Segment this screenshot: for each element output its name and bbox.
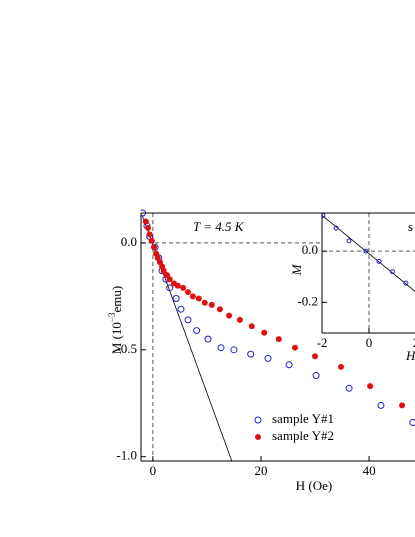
x-tick-label: 40 (363, 463, 376, 478)
point (264, 354, 272, 362)
point (226, 312, 233, 319)
point (195, 295, 202, 302)
y-label-main: M (10 (109, 322, 124, 354)
inset-x-label: H (405, 348, 415, 363)
point (172, 295, 180, 303)
point (333, 225, 339, 231)
point (180, 284, 187, 291)
point (292, 344, 299, 351)
point (146, 231, 153, 238)
point (184, 316, 192, 324)
annotation: T = 4.5 K (193, 219, 245, 234)
inset-y-label: M (289, 263, 304, 276)
y-tick-label: -1.0 (116, 448, 137, 463)
point (236, 316, 243, 323)
y-tick-label: -0.2 (297, 293, 318, 308)
point (399, 402, 406, 409)
y-tick-label: 0.0 (121, 234, 137, 249)
point (174, 282, 181, 289)
y-tick-label: -0.5 (116, 341, 137, 356)
point (216, 306, 223, 313)
point (193, 327, 201, 335)
point (217, 344, 225, 352)
point (208, 301, 215, 308)
point (403, 280, 409, 286)
point (145, 224, 152, 231)
point (150, 244, 157, 251)
point (389, 269, 395, 275)
point (177, 305, 185, 313)
point (160, 267, 167, 274)
point (337, 363, 344, 370)
legend-label: sample Y#1 (272, 411, 334, 426)
point (345, 384, 353, 392)
inset-text: s (408, 219, 413, 234)
y-label-unit: emu) (109, 286, 124, 313)
x-tick-label: 0 (366, 335, 373, 350)
y-tick-label: 0.0 (302, 242, 318, 257)
y-axis-label: M (10−3emu) (107, 286, 124, 354)
point (261, 329, 268, 336)
legend-label: sample Y#2 (272, 428, 334, 443)
point (166, 284, 174, 292)
legend-marker (254, 416, 262, 424)
point (142, 218, 149, 225)
point (166, 276, 173, 283)
point (312, 371, 320, 379)
x-axis-label: H (Oe) (296, 478, 332, 493)
x-tick-label: 0 (150, 463, 157, 478)
point (230, 346, 238, 354)
point (376, 258, 382, 264)
point (285, 361, 293, 369)
point (185, 289, 192, 296)
point (377, 401, 385, 409)
point (248, 323, 255, 330)
point (346, 238, 352, 244)
point (204, 335, 212, 343)
point (247, 350, 255, 358)
point (189, 293, 196, 300)
plot-area (141, 209, 415, 462)
x-tick-label: -2 (317, 335, 328, 350)
point (163, 272, 170, 278)
point (312, 353, 319, 360)
point (148, 237, 155, 244)
y-label-sup: −3 (107, 312, 117, 322)
point (409, 419, 415, 427)
plot-area (322, 212, 415, 333)
x-tick-label: 20 (254, 463, 267, 478)
point (363, 248, 369, 254)
point (275, 336, 282, 343)
point (201, 299, 208, 306)
fit-line (322, 214, 415, 292)
legend-marker (255, 434, 261, 440)
x-tick-label: 2 (413, 335, 415, 350)
point (367, 383, 374, 390)
